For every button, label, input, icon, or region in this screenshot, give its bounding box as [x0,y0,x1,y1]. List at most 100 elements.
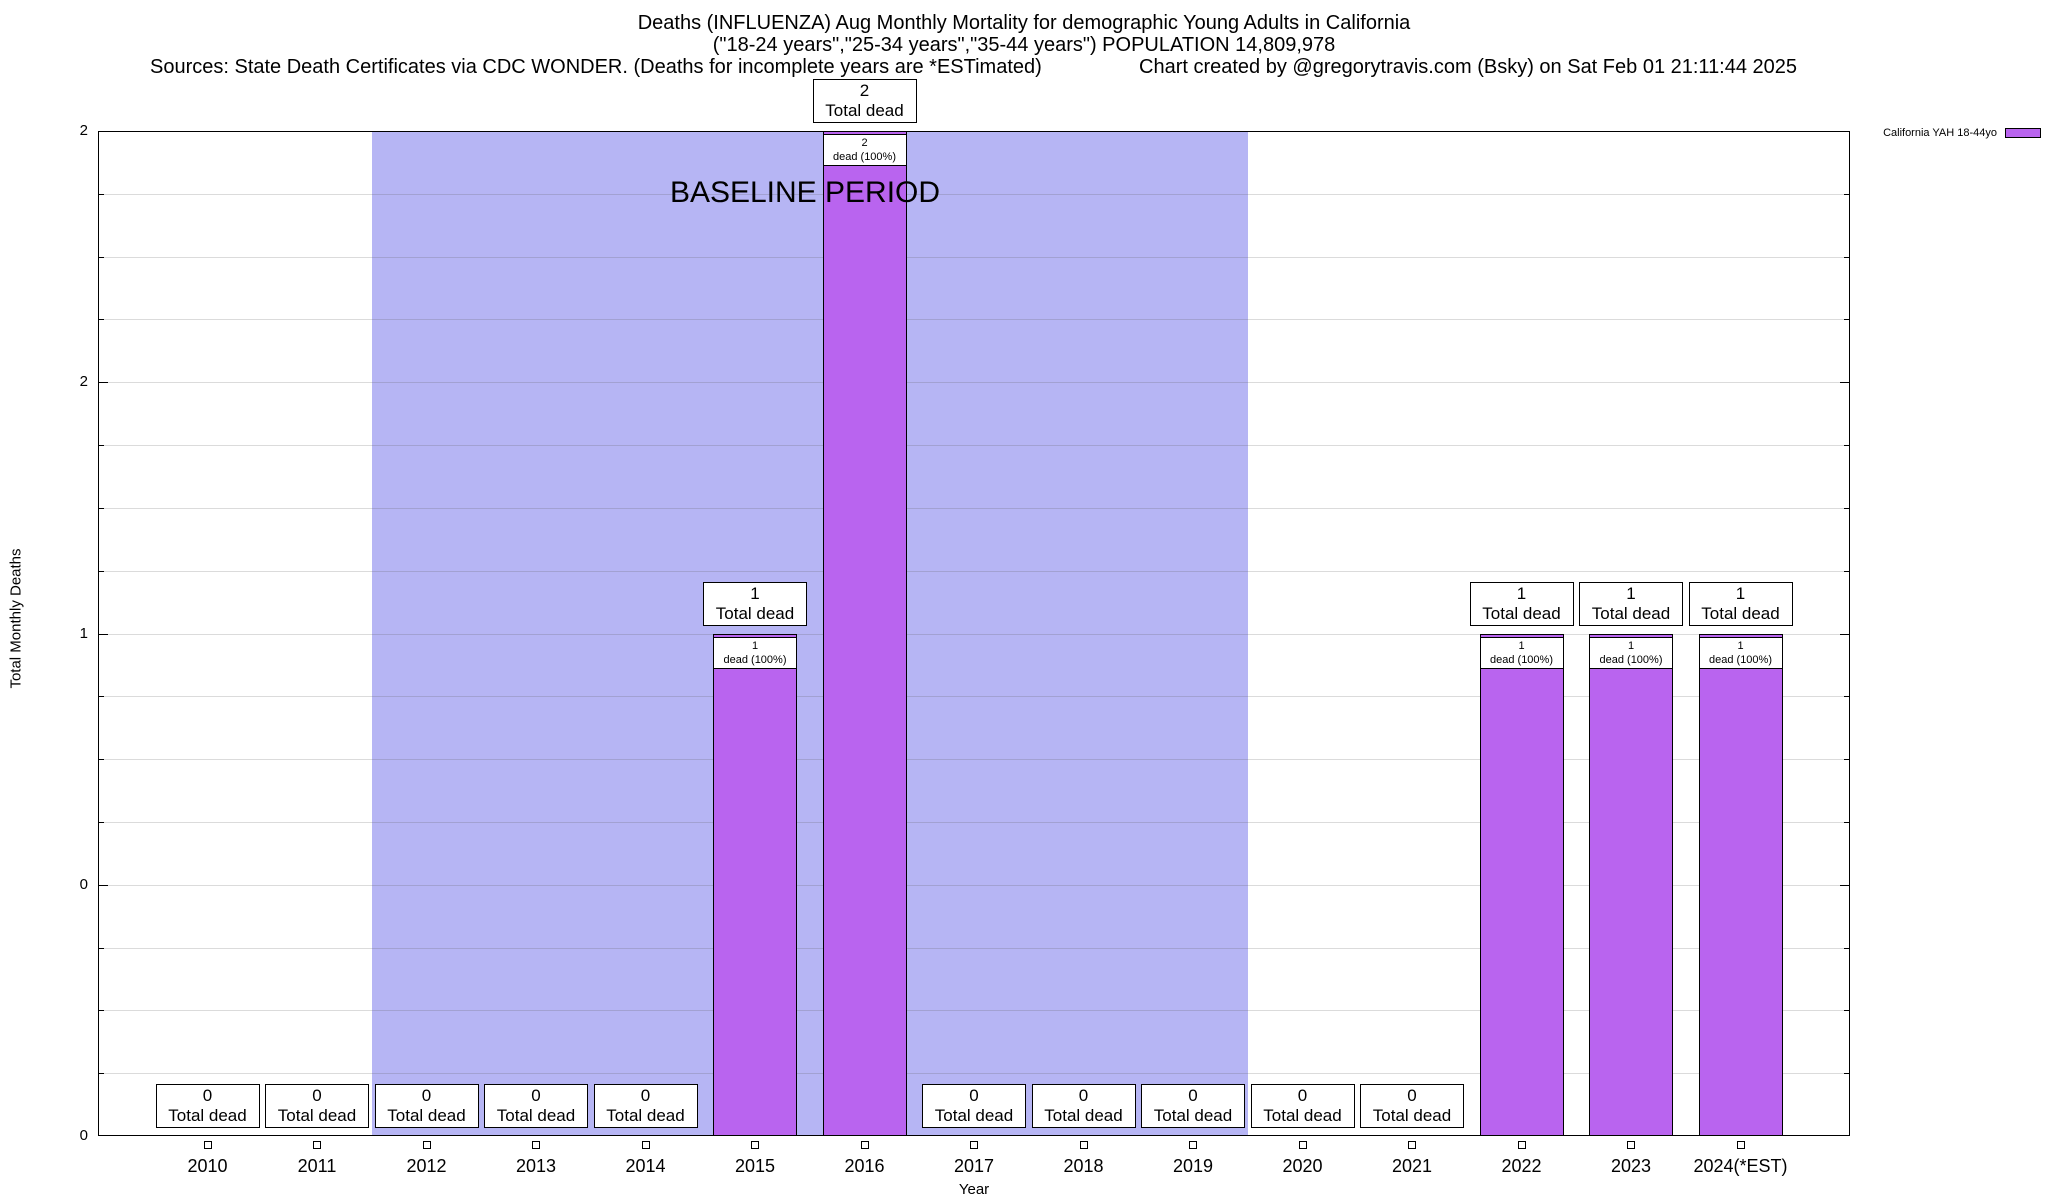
y-tick-mark [99,759,104,761]
y-tick-mark [1844,947,1849,949]
x-tick-label: 2013 [515,1156,557,1176]
bar-pct-label: 2 dead (100%) [822,134,907,166]
y-tick-label: 2 [79,122,88,139]
x-tick-square [532,1141,540,1149]
bar-total-label-text: Total dead [1591,603,1671,623]
x-tick-label: 2022 [1501,1156,1542,1176]
x-tick-label: 2014 [625,1156,666,1176]
x-tick-square [860,1141,869,1149]
bar-total-label-value: 0 [1297,1086,1308,1105]
bar-total-label-value: 1 [1626,583,1636,603]
bar-pct-label-value: 1 [751,639,759,652]
y-tick-mark [99,696,104,698]
x-tick-label: 2011 [297,1156,337,1176]
gridline [98,319,1850,321]
bar-total-label: 0 Total dead [265,1084,369,1128]
gridline [98,759,1850,761]
bar-pct-label-value: 1 [1627,639,1635,652]
bar-total-label-value: 0 [202,1086,213,1105]
bar-pct-label-text: dead (100%) [1709,653,1772,666]
bar-total-label-value: 0 [531,1086,541,1105]
bar-pct-label-text: dead (100%) [1599,653,1663,666]
y-axis-title: Total Monthly Deaths [7,548,25,689]
gridline [98,382,1850,384]
bar-total-label-text: Total dead [715,603,795,623]
x-tick-square [1298,1141,1307,1149]
bar-total-label-text: Total dead [387,1106,466,1125]
y-tick-mark [99,633,108,635]
y-tick-mark [1840,633,1849,635]
bar-total-label-text: Total dead [277,1106,357,1125]
gridline [98,507,1850,509]
y-tick-mark [99,507,104,509]
y-tick-label: 0 [79,875,88,893]
baseline-band [371,131,1248,1136]
bar-total-label: 0 Total dead [1141,1084,1245,1128]
y-tick-mark [99,570,104,572]
y-tick-mark [1844,821,1849,823]
bar-pct-label: 1 dead (100%) [1589,636,1673,669]
x-tick-label: 2019 [1172,1156,1214,1176]
x-tick-label: 2015 [734,1156,776,1176]
bar [1698,633,1783,1136]
bar-pct-label-value: 2 [861,137,868,149]
y-tick-label: 0 [79,1127,88,1144]
bar-total-label: 1 Total dead [1688,581,1793,626]
x-tick-label: 2020 [1282,1156,1323,1176]
gridline [98,570,1850,572]
bar-total-label-text: Total dead [1153,1106,1233,1125]
bar-pct-label: 1 dead (100%) [1698,636,1783,669]
bar-total-label-text: Total dead [496,1106,576,1125]
x-tick-square [313,1141,321,1149]
legend-label: California YAH 18-44yo [1883,127,1997,139]
bar-total-label: 2 Total dead [812,79,917,123]
x-tick-label: 2016 [844,1156,885,1176]
x-tick-square [1736,1141,1745,1149]
legend-swatch [2005,128,2041,138]
gridline [98,1073,1850,1075]
y-tick-mark [1844,193,1849,195]
x-tick-square [1189,1141,1197,1149]
bar-total-label: 0 Total dead [593,1084,698,1128]
y-tick-mark [99,821,104,823]
x-tick-square [641,1141,650,1149]
x-tick-square [1408,1141,1416,1149]
bar [822,131,907,1136]
y-tick-mark [99,1010,104,1012]
bar-total-label-text: Total dead [168,1106,247,1125]
x-axis-title: Year [958,1181,990,1198]
x-tick-square [970,1141,978,1149]
bar-total-label-text: Total dead [1482,603,1561,623]
bar-pct-label-value: 1 [1518,639,1525,652]
bar-total-label: 0 Total dead [374,1084,479,1128]
x-tick-square [1627,1141,1635,1149]
bar-total-label-value: 0 [421,1086,432,1105]
bar-total-label-value: 0 [312,1086,322,1105]
bar-total-label-text: Total dead [1263,1106,1342,1125]
bar [1589,633,1673,1136]
bar-total-label: 0 Total dead [155,1084,260,1128]
x-tick-square [422,1141,431,1149]
y-tick-mark [1844,759,1849,761]
gridline [98,1010,1850,1012]
bar-total-label-value: 0 [969,1086,979,1105]
chart-sources: Sources: State Death Certificates via CD… [150,56,1042,78]
y-tick-mark [99,382,108,384]
bar-total-label: 0 Total dead [922,1084,1026,1128]
x-tick-square [203,1141,212,1149]
bar-total-label-value: 0 [1188,1086,1198,1105]
bar-pct-label-text: dead (100%) [723,653,787,666]
bar-total-label: 1 Total dead [703,581,807,626]
y-tick-mark [1840,382,1849,384]
y-tick-label: 2 [79,373,88,391]
y-tick-mark [99,1073,104,1075]
gridline [98,633,1850,635]
x-tick-square [751,1141,759,1149]
bar-total-label-value: 2 [859,81,870,100]
bar [713,633,797,1136]
y-tick-mark [1844,696,1849,698]
y-tick-mark [1844,570,1849,572]
y-tick-mark [1840,884,1849,886]
y-tick-mark [1844,445,1849,447]
x-tick-label: 2017 [953,1156,995,1176]
